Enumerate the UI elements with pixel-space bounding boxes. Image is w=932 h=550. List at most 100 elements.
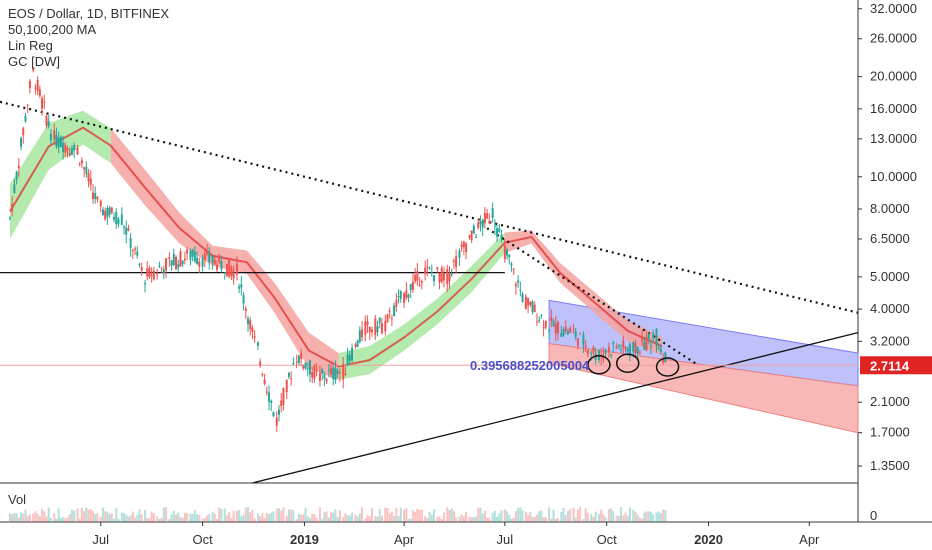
volume-bar: [612, 511, 615, 522]
volume-bar: [265, 512, 268, 522]
volume-bar: [198, 515, 201, 522]
volume-bar: [657, 511, 660, 522]
candle-body: [256, 342, 259, 346]
candle-body: [483, 212, 486, 224]
candle-body: [556, 321, 559, 334]
candle-body: [652, 333, 655, 339]
candle-body: [325, 378, 328, 382]
candle-body: [416, 270, 419, 281]
candle-body: [569, 328, 572, 333]
volume-bar: [87, 509, 90, 522]
volume-bar: [346, 515, 349, 522]
candle-body: [306, 367, 309, 369]
volume-bar: [17, 517, 20, 522]
candle-body: [390, 318, 393, 320]
volume-bar: [517, 507, 520, 522]
volume-bar: [66, 517, 69, 522]
candle-body: [131, 250, 134, 252]
candle-body: [586, 349, 589, 355]
candle-body: [38, 89, 41, 96]
volume-bar: [579, 507, 582, 522]
candle-body: [117, 218, 120, 225]
volume-bar: [215, 518, 218, 522]
candle-body: [201, 258, 204, 267]
volume-label[interactable]: Vol: [8, 492, 27, 507]
volume-bar: [332, 512, 335, 522]
volume-bar: [481, 513, 484, 522]
volume-bar: [368, 516, 371, 522]
candle-body: [218, 255, 221, 262]
candle-body: [403, 292, 406, 303]
indicator-ma[interactable]: 50,100,200 MA: [8, 22, 97, 37]
candle-body: [592, 347, 595, 353]
volume-bar: [13, 513, 16, 522]
indicator-linreg[interactable]: Lin Reg: [8, 38, 53, 53]
volume-bar: [632, 509, 635, 522]
volume-bar: [634, 511, 637, 522]
volume-bar: [327, 517, 330, 522]
candle-body: [179, 251, 182, 267]
volume-bar: [113, 518, 116, 522]
candle-body: [638, 352, 641, 354]
volume-bar: [47, 507, 50, 522]
volume-bar: [446, 507, 449, 522]
candle-body: [196, 257, 199, 265]
volume-bar: [162, 507, 165, 522]
annotation-text: 0.395688252005004: [470, 358, 590, 373]
candle-body: [108, 207, 111, 215]
volume-bar: [38, 516, 41, 522]
candle-body: [481, 220, 484, 228]
volume-bar: [76, 508, 79, 522]
candle-body: [632, 342, 635, 352]
candle-body: [641, 338, 644, 342]
volume-bar: [647, 511, 650, 522]
candle-body: [486, 213, 489, 219]
candle-body: [203, 253, 206, 261]
symbol-title[interactable]: EOS / Dollar, 1D, BITFINEX: [8, 6, 170, 21]
candle-body: [479, 221, 482, 225]
volume-bar: [533, 516, 536, 522]
volume-bar: [43, 511, 46, 522]
ma-ribbon-segment: [9, 110, 111, 239]
y-tick-label: 20.0000: [870, 69, 917, 84]
candle-body: [290, 378, 293, 380]
volume-bar: [304, 507, 307, 522]
indicator-gc[interactable]: GC [DW]: [8, 54, 60, 69]
candle-body: [76, 148, 79, 155]
low-marker-circle: [587, 355, 611, 375]
volume-bar: [272, 511, 275, 522]
volume-bar: [208, 514, 211, 522]
candle-body: [246, 318, 249, 325]
volume-bar: [393, 515, 396, 522]
candle-body: [150, 275, 153, 277]
candle-body: [628, 343, 631, 357]
candle-body: [450, 272, 453, 275]
candle-body: [285, 379, 288, 393]
candle-body: [91, 192, 94, 199]
volume-bar: [186, 513, 189, 522]
candle-body: [220, 260, 223, 270]
candle-body: [647, 333, 650, 340]
volume-bar: [55, 518, 58, 522]
candle-body: [87, 173, 90, 182]
volume-bar: [144, 509, 147, 522]
volume-bar: [106, 511, 109, 522]
volume-bar: [564, 514, 567, 522]
volume-bar: [110, 513, 113, 522]
volume-bar: [122, 513, 125, 522]
candle-body: [191, 249, 194, 257]
candle-body: [491, 208, 494, 218]
volume-bar: [468, 516, 471, 522]
candle-body: [370, 329, 373, 333]
volume-bar: [104, 511, 107, 522]
volume-bar: [378, 509, 381, 522]
candle-body: [488, 220, 491, 224]
volume-bar: [156, 516, 159, 522]
volume-bar: [91, 511, 94, 522]
candle-body: [655, 328, 658, 346]
candle-body: [311, 371, 314, 378]
volume-bar: [73, 510, 76, 522]
volume-bar: [213, 513, 216, 522]
volume-bar: [569, 508, 572, 522]
